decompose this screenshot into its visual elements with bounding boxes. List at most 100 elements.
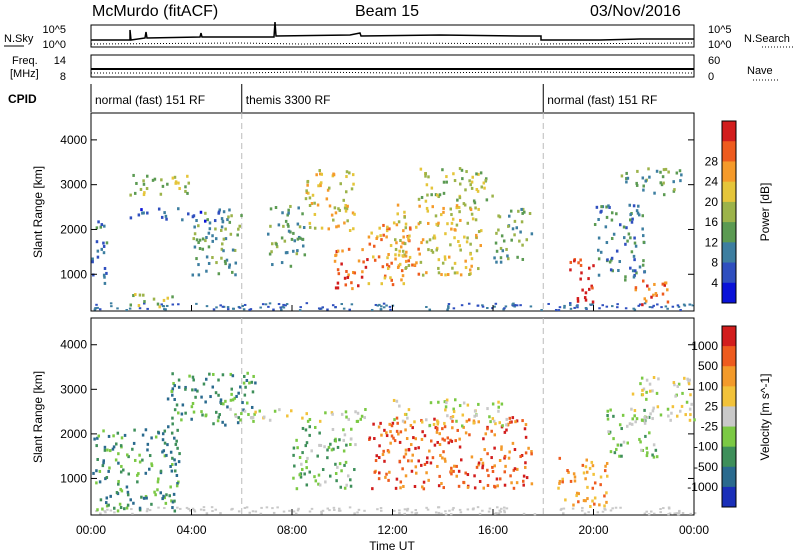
data-point [316, 454, 319, 458]
data-point [433, 234, 436, 238]
data-point [222, 249, 225, 253]
data-point [652, 293, 655, 297]
data-point [389, 308, 392, 311]
data-point [656, 405, 660, 409]
data-point [557, 486, 560, 490]
data-point [521, 257, 525, 261]
data-point [280, 236, 284, 240]
data-point [299, 236, 302, 240]
data-point [194, 388, 197, 392]
data-point [446, 308, 449, 311]
data-point [195, 219, 198, 223]
data-point [510, 238, 513, 242]
data-point [296, 237, 300, 241]
data-point [347, 417, 351, 421]
data-point [360, 414, 364, 418]
data-point [589, 303, 592, 306]
data-point [506, 422, 510, 426]
data-point [212, 372, 215, 376]
data-point [516, 255, 519, 259]
data-point [459, 248, 462, 252]
data-point [103, 445, 107, 449]
data-point [451, 217, 455, 221]
data-point [163, 454, 167, 458]
data-point [254, 510, 258, 513]
data-point [199, 508, 203, 511]
data-point [593, 502, 596, 506]
data-point [248, 308, 251, 311]
data-point [250, 380, 254, 384]
data-point [200, 410, 203, 414]
data-point [420, 420, 424, 424]
data-point [187, 181, 191, 185]
data-point [345, 175, 348, 179]
colorbar-tick-label: 500 [698, 359, 718, 373]
colorbar-tick-label: 1000 [691, 339, 718, 353]
data-point [156, 302, 160, 306]
data-point [231, 374, 235, 378]
data-point [421, 238, 425, 242]
data-point [414, 471, 418, 475]
data-point [172, 492, 176, 496]
data-point [648, 382, 652, 386]
data-point [472, 421, 475, 425]
data-point [523, 210, 526, 214]
data-point [271, 507, 274, 510]
data-point [473, 486, 477, 490]
data-point [662, 507, 665, 510]
data-point [529, 305, 533, 308]
data-point [114, 458, 118, 462]
data-point [446, 222, 449, 226]
data-point [483, 448, 486, 452]
data-point [626, 441, 629, 445]
data-point [509, 209, 513, 213]
data-point [461, 177, 464, 181]
data-point [396, 265, 400, 269]
data-point [389, 244, 393, 248]
data-point [454, 228, 457, 232]
data-point [414, 465, 418, 469]
data-point [635, 417, 639, 421]
data-point [673, 188, 676, 192]
data-point [504, 305, 508, 308]
data-point [328, 509, 331, 512]
data-point [487, 474, 490, 478]
x-tick-label: 12:00 [377, 523, 407, 537]
x-tick-label: 00:00 [76, 523, 106, 537]
data-point [396, 421, 399, 425]
data-point [495, 512, 498, 515]
data-point [166, 182, 169, 186]
data-point [608, 260, 612, 264]
data-point [401, 249, 405, 253]
data-point [251, 415, 255, 419]
data-point [380, 282, 383, 286]
data-point [171, 387, 175, 391]
data-point [475, 233, 478, 237]
data-point [409, 423, 413, 427]
time-axis-label: Time UT [369, 539, 415, 553]
data-point [659, 511, 662, 514]
data-point [498, 215, 502, 219]
data-point [437, 511, 441, 514]
colorbar-swatch [722, 161, 736, 183]
data-point [600, 209, 603, 213]
data-point [296, 446, 299, 450]
data-point [205, 377, 208, 381]
data-point [428, 449, 431, 453]
data-point [332, 172, 335, 176]
data-point [610, 256, 614, 260]
data-point [567, 470, 570, 474]
data-point [306, 183, 309, 187]
data-point [193, 510, 197, 513]
data-point [195, 257, 198, 261]
scatter-region [129, 293, 174, 309]
data-point [457, 205, 461, 209]
data-point [166, 443, 169, 447]
data-point [679, 308, 682, 311]
data-point [456, 428, 459, 432]
data-point [646, 451, 649, 455]
data-point [445, 180, 448, 184]
data-point [380, 433, 383, 437]
data-point [167, 425, 170, 429]
data-point [634, 286, 638, 290]
